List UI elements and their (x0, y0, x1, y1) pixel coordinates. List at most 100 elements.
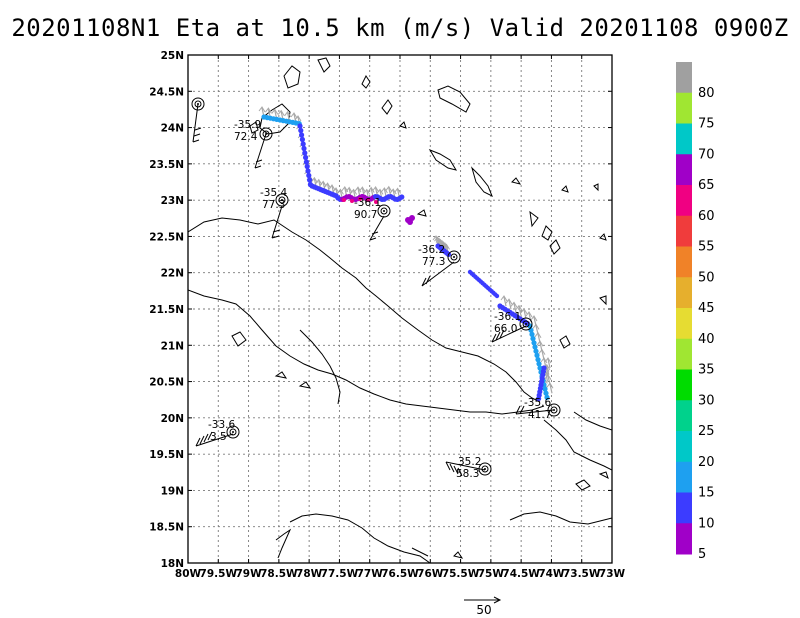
lon-tick-label: 77.5W (321, 568, 359, 580)
station-temp-label: -36.1 (494, 311, 521, 323)
lat-tick-label: 21N (161, 340, 184, 352)
longitude-labels: 80W79.5W79W78.5W78W77.5W77W76.5W76W75.5W… (175, 568, 626, 580)
colorbar-label: 70 (698, 147, 715, 162)
lat-tick-label: 18.5N (149, 522, 184, 534)
station-value-label: 58.3 (456, 468, 479, 480)
lon-tick-label: 76.5W (381, 568, 419, 580)
coast-tortuga (598, 471, 609, 479)
station-temp-label: -36.2 (418, 244, 445, 256)
lat-tick-label: 20N (161, 413, 184, 425)
colorbar-label: 40 (698, 332, 715, 347)
lon-tick-label: 75W (478, 568, 505, 580)
coast-acklins (529, 210, 539, 228)
station-temp-label: -35.6 (524, 397, 551, 409)
lat-tick-label: 24N (161, 123, 184, 135)
station-marker: -36.166.0 (494, 311, 533, 335)
coast-bahamas-b (317, 57, 331, 73)
lon-tick-label: 79W (235, 568, 262, 580)
coast-jamaica (289, 513, 431, 563)
colorbar-swatch (676, 369, 692, 401)
station-value-label: 77.3 (262, 199, 285, 211)
map-title: 20201108N1 Eta at 10.5 km (m/s) Valid 20… (11, 14, 789, 42)
station-marker: -36.277.3 (418, 244, 461, 268)
lon-tick-label: 78W (296, 568, 323, 580)
station-marker: -35.641.7 (524, 397, 561, 421)
station-value-label: 66.0 (494, 323, 517, 335)
lat-tick-label: 24.5N (149, 86, 184, 98)
station-marker: 35.258.3 (456, 456, 492, 480)
station-marker: -33.63.5 (208, 419, 240, 443)
colorbar-swatch (676, 400, 692, 432)
colorbar-label: 60 (698, 209, 715, 224)
lon-tick-label: 73W (599, 568, 626, 580)
coast-cuba-south (188, 289, 545, 415)
lat-tick-label: 18N (161, 558, 184, 570)
coast-navassa (453, 551, 464, 559)
colorbar-swatch (676, 492, 692, 524)
colorbar-label: 45 (698, 301, 715, 316)
station-temp-label: 35.2 (458, 456, 481, 468)
colorbar: 80 75 70 65 60 55 50 45 40 35 30 25 20 15 10 5 (676, 62, 715, 562)
colorbar-label: 5 (698, 547, 706, 562)
colorbar-swatch (676, 185, 692, 217)
coast-cuba-south-bay (299, 329, 341, 405)
station-marker: -35.477.3 (260, 187, 289, 211)
colorbar-label: 10 (698, 516, 715, 531)
colorbar-swatch (676, 338, 692, 370)
coast-turks (559, 335, 571, 349)
station-temp-label: -36.1 (354, 197, 381, 209)
coast-small-2 (593, 183, 599, 192)
lat-tick-label: 19.5N (149, 449, 184, 461)
coast-bahamas-e (399, 121, 407, 129)
station-marker: -35.972.4 (234, 119, 273, 143)
wind-barbs (192, 103, 554, 477)
station-value-label: 41.7 (528, 409, 551, 421)
coast-crooked (470, 166, 493, 198)
lon-tick-label: 73.5W (563, 568, 601, 580)
colorbar-label: 30 (698, 393, 715, 408)
coast-cuba-north (188, 217, 541, 403)
coastlines (188, 57, 612, 563)
colorbar-label: 50 (698, 270, 715, 285)
lon-tick-label: 79.5W (200, 568, 238, 580)
colorbar-label: 35 (698, 363, 715, 378)
coast-isle-youth (231, 331, 247, 347)
lat-tick-label: 22N (161, 268, 184, 280)
colorbar-label: 75 (698, 117, 715, 132)
coast-ragged (549, 239, 561, 255)
colorbar-swatch (676, 277, 692, 309)
coast-cays-south (274, 371, 312, 389)
axis-ticks (187, 54, 613, 564)
colorbar-swatch (676, 308, 692, 340)
station-value-label: 72.4 (234, 131, 258, 143)
coast-inagua-n (511, 177, 522, 185)
coast-east-small (599, 233, 607, 241)
coast-gonave (575, 479, 591, 491)
colorbar-swatch (676, 431, 692, 463)
lon-tick-label: 80W (175, 568, 202, 580)
lat-tick-label: 20.5N (149, 377, 184, 389)
colorbar-label: 25 (698, 424, 715, 439)
coast-cays (416, 209, 607, 306)
coast-jamaica-west (275, 528, 292, 559)
lat-tick-label: 25N (161, 50, 184, 62)
coast-andros (259, 103, 291, 135)
station-temp-label: -35.9 (234, 119, 261, 131)
colorbar-swatch (676, 62, 692, 94)
coast-hispaniola-west (543, 419, 612, 471)
station-temp-label: -35.4 (260, 187, 287, 199)
station-temp-label: -33.6 (208, 419, 235, 431)
coast-bahamas-f (361, 75, 371, 89)
lat-tick-label: 23.5N (149, 159, 184, 171)
colorbar-label: 55 (698, 240, 715, 255)
lat-tick-label: 23N (161, 195, 184, 207)
latitude-labels: 25N 24.5N 24N 23.5N 23N 22.5N 22N 21.5N 21N 20.5N… (149, 50, 184, 570)
lon-tick-label: 75.5W (442, 568, 480, 580)
lat-tick-label: 22.5N (149, 231, 184, 243)
map-frame (187, 54, 613, 564)
colorbar-swatch (676, 523, 692, 555)
colorbar-swatch (676, 246, 692, 278)
colorbar-label: 20 (698, 455, 715, 470)
lat-tick-label: 19N (161, 485, 184, 497)
